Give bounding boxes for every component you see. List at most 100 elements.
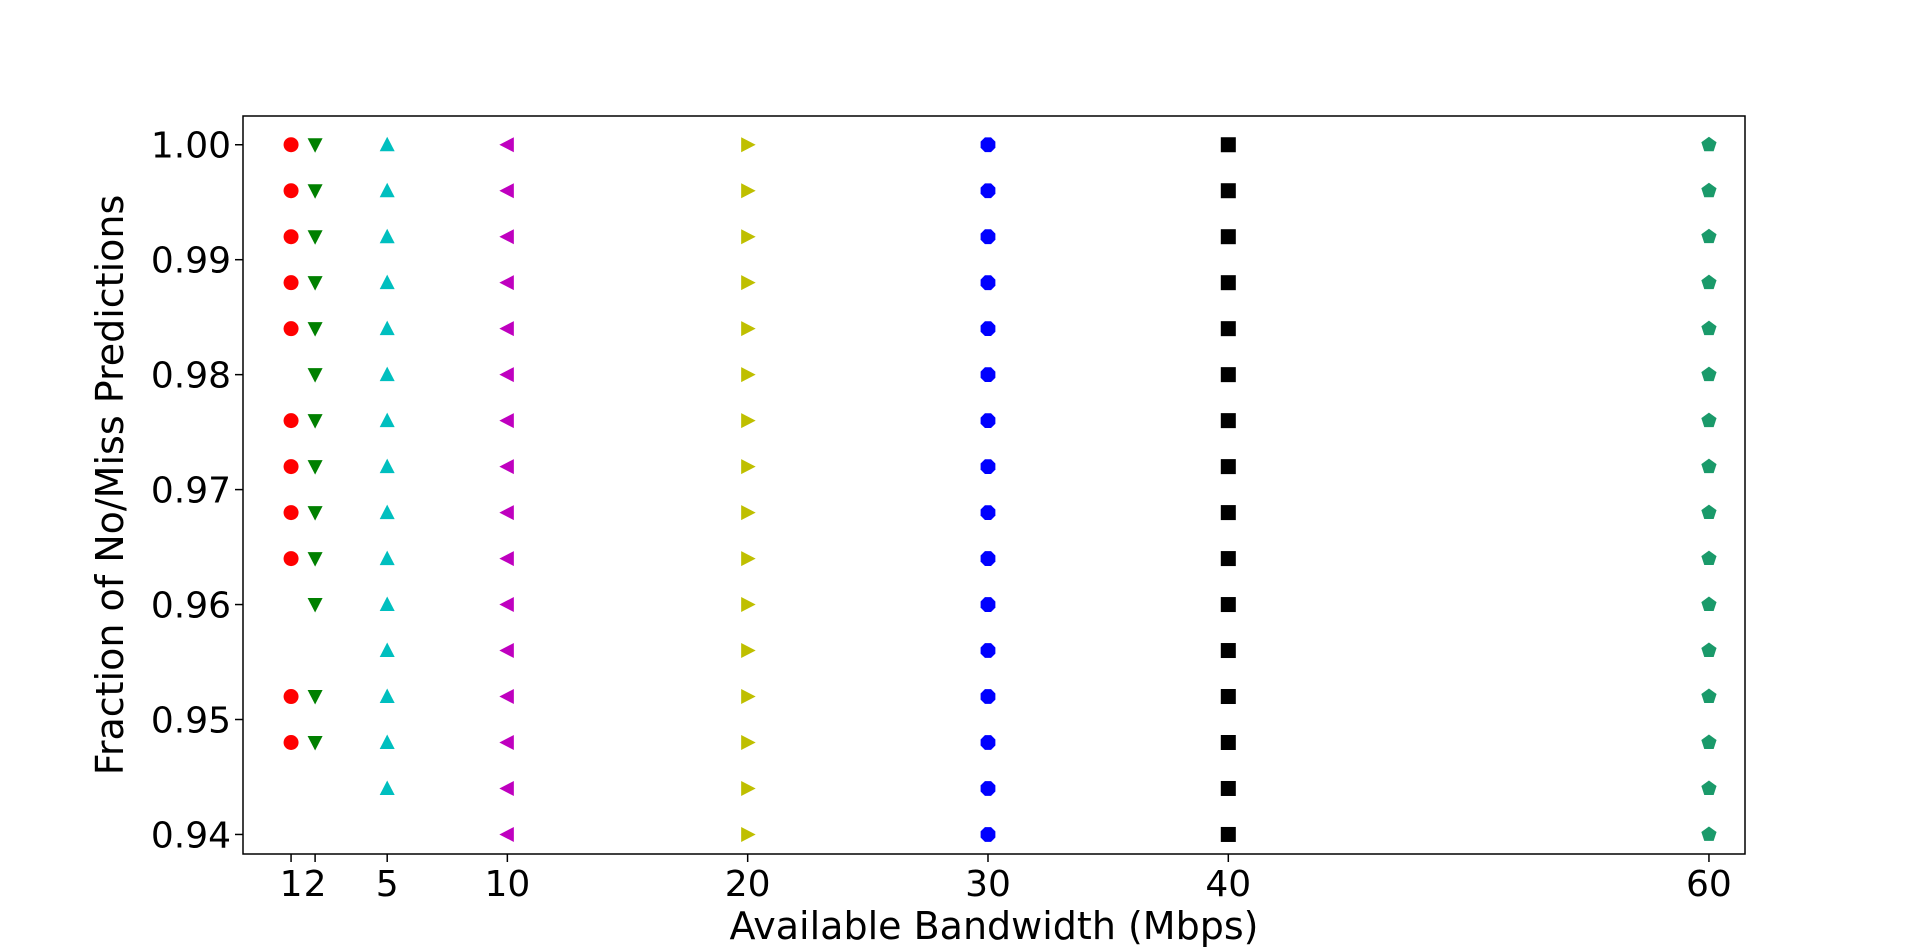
data-point-triangle-up-2-6 [379, 412, 395, 428]
data-point-triangle-down-1-10 [307, 598, 323, 613]
x-tick-label: 2 [304, 864, 327, 905]
data-point-square-6-1 [1220, 183, 1236, 199]
data-point-triangle-up-2-10 [379, 596, 395, 612]
y-tick-label: 0.98 [151, 356, 231, 397]
data-point-octagon-5-11 [980, 643, 996, 658]
x-tick-label: 1 [280, 864, 303, 905]
data-point-octagon-5-7 [980, 459, 996, 474]
data-point-circle-0-9 [283, 689, 299, 705]
data-point-triangle-right-4-13 [741, 735, 756, 750]
data-point-octagon-5-6 [980, 413, 996, 429]
data-point-triangle-right-4-3 [741, 275, 756, 291]
data-point-triangle-right-4-8 [741, 505, 756, 521]
data-point-square-6-14 [1220, 780, 1236, 796]
data-point-pentagon-7-6 [1701, 412, 1717, 428]
data-point-square-6-2 [1220, 229, 1236, 245]
data-point-octagon-5-12 [980, 689, 996, 704]
data-point-pentagon-7-0 [1701, 136, 1717, 152]
data-point-triangle-right-4-1 [741, 183, 756, 199]
x-tick-label: 20 [725, 864, 771, 905]
data-point-pentagon-7-9 [1701, 550, 1717, 566]
data-marks [283, 136, 1717, 842]
data-point-triangle-left-3-0 [499, 137, 514, 153]
data-point-triangle-down-1-3 [307, 276, 323, 291]
data-point-circle-0-10 [283, 735, 299, 750]
data-point-triangle-up-2-8 [379, 504, 395, 520]
data-point-square-6-3 [1220, 275, 1236, 291]
data-point-octagon-5-8 [980, 505, 996, 520]
data-point-square-6-5 [1220, 367, 1236, 383]
data-point-square-6-8 [1220, 505, 1236, 521]
data-point-triangle-right-4-12 [741, 689, 756, 705]
data-point-triangle-right-4-9 [741, 551, 756, 567]
data-point-triangle-left-3-15 [499, 826, 514, 842]
data-point-triangle-right-4-4 [741, 321, 756, 337]
data-point-triangle-left-3-1 [499, 183, 514, 199]
data-point-triangle-left-3-3 [499, 275, 514, 291]
data-point-triangle-right-4-6 [741, 413, 756, 429]
data-point-triangle-down-1-11 [307, 690, 323, 705]
data-point-circle-0-5 [283, 413, 299, 429]
data-point-square-6-13 [1220, 735, 1236, 750]
data-point-triangle-left-3-11 [499, 643, 514, 659]
data-point-pentagon-7-4 [1701, 320, 1717, 336]
y-tick-label: 0.94 [151, 815, 231, 856]
data-point-square-6-15 [1220, 826, 1236, 842]
data-point-triangle-up-2-0 [379, 136, 395, 152]
data-point-triangle-right-4-2 [741, 229, 756, 245]
data-point-triangle-left-3-14 [499, 780, 514, 796]
data-point-triangle-left-3-10 [499, 597, 514, 613]
data-point-triangle-right-4-5 [741, 367, 756, 383]
x-axis-label: Available Bandwidth (Mbps) [730, 904, 1259, 948]
data-point-triangle-up-2-11 [379, 642, 395, 658]
data-point-octagon-5-14 [980, 781, 996, 796]
data-point-triangle-up-2-3 [379, 274, 395, 290]
x-tick-label: 40 [1205, 864, 1251, 905]
data-point-triangle-left-3-13 [499, 735, 514, 750]
y-tick-label: 0.99 [151, 241, 231, 282]
data-point-circle-0-2 [283, 229, 299, 245]
data-point-triangle-down-1-6 [307, 414, 323, 429]
data-point-triangle-down-1-5 [307, 368, 323, 383]
data-point-circle-0-8 [283, 551, 299, 567]
data-point-octagon-5-0 [980, 137, 996, 153]
data-point-triangle-down-1-4 [307, 322, 323, 337]
data-point-square-6-10 [1220, 597, 1236, 613]
data-point-triangle-up-2-9 [379, 550, 395, 566]
data-point-triangle-right-4-10 [741, 597, 756, 613]
y-tick-label: 0.97 [151, 471, 231, 512]
y-axis-ticks: 0.94 0.95 0.96 0.97 0.98 0.99 1.00 [151, 126, 243, 856]
data-point-pentagon-7-2 [1701, 228, 1717, 244]
data-point-triangle-left-3-6 [499, 413, 514, 429]
data-point-circle-0-1 [283, 183, 299, 199]
data-point-triangle-up-2-14 [379, 780, 395, 795]
data-point-square-6-7 [1220, 459, 1236, 475]
data-point-triangle-left-3-9 [499, 551, 514, 567]
data-point-triangle-left-3-2 [499, 229, 514, 245]
data-point-triangle-up-2-13 [379, 734, 395, 749]
data-point-octagon-5-15 [980, 827, 996, 842]
data-point-square-6-9 [1220, 551, 1236, 567]
data-point-octagon-5-2 [980, 229, 996, 245]
data-point-pentagon-7-15 [1701, 826, 1717, 841]
data-point-triangle-right-4-14 [741, 780, 756, 796]
x-tick-label: 5 [376, 864, 399, 905]
data-point-octagon-5-13 [980, 735, 996, 750]
data-point-triangle-up-2-12 [379, 688, 395, 704]
data-point-pentagon-7-8 [1701, 504, 1717, 520]
data-point-circle-0-0 [283, 137, 299, 153]
data-point-triangle-down-1-12 [307, 736, 323, 751]
y-tick-label: 0.96 [151, 586, 231, 627]
data-point-triangle-right-4-0 [741, 137, 756, 153]
data-point-triangle-left-3-12 [499, 689, 514, 705]
data-point-triangle-left-3-4 [499, 321, 514, 337]
data-point-square-6-4 [1220, 321, 1236, 337]
data-point-triangle-down-1-8 [307, 506, 323, 521]
data-point-pentagon-7-14 [1701, 780, 1717, 795]
data-point-circle-0-6 [283, 459, 299, 475]
data-point-triangle-up-2-1 [379, 182, 395, 198]
data-point-square-6-12 [1220, 689, 1236, 705]
data-point-pentagon-7-1 [1701, 182, 1717, 198]
y-tick-label: 0.95 [151, 701, 231, 742]
data-point-octagon-5-9 [980, 551, 996, 566]
